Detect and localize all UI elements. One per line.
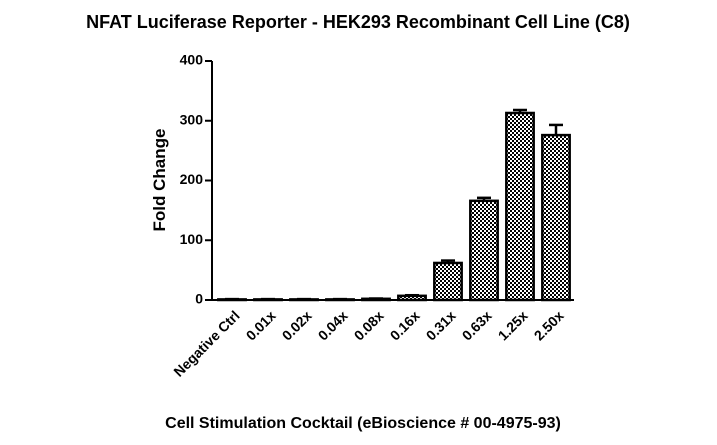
chart-title: NFAT Luciferase Reporter - HEK293 Recomb… — [86, 12, 630, 32]
x-tick-label: 0.08x — [351, 307, 387, 343]
x-tick-label: 0.31x — [423, 307, 459, 343]
error-bar — [441, 259, 455, 263]
error-bar — [549, 123, 563, 136]
y-tick-label: 300 — [180, 111, 204, 127]
x-tick-label: 0.63x — [459, 307, 495, 343]
x-tick-label: 0.04x — [315, 307, 351, 343]
error-bar — [513, 108, 527, 113]
y-tick-label: 200 — [180, 171, 204, 187]
error-bar — [405, 293, 419, 297]
y-tick-label: 100 — [180, 231, 204, 247]
bar — [469, 199, 499, 302]
error-bar — [477, 196, 491, 201]
x-tick-label: Negative Ctrl — [170, 307, 242, 379]
x-tick-label: 2.50x — [531, 307, 567, 343]
bar — [433, 261, 463, 302]
x-tick-label: 0.02x — [279, 307, 315, 343]
x-tick-label: 0.16x — [387, 307, 423, 343]
bar — [541, 133, 571, 302]
y-tick-label: 0 — [195, 291, 203, 307]
bar — [505, 111, 535, 302]
x-tick-label: 1.25x — [495, 307, 531, 343]
y-axis-title: Fold Change — [150, 129, 169, 232]
y-tick-label: 400 — [180, 52, 204, 68]
x-axis-title: Cell Stimulation Cocktail (eBioscience #… — [165, 415, 561, 432]
x-tick-label: 0.01x — [243, 307, 279, 343]
